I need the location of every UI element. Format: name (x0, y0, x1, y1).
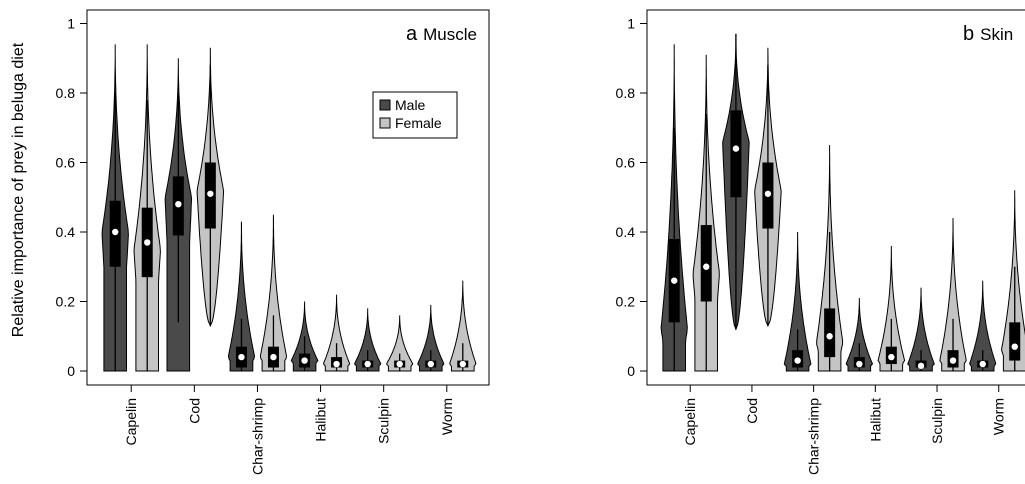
y-tick-label: 1 (67, 16, 75, 32)
median-marker (207, 190, 214, 197)
median-marker (112, 228, 119, 236)
violin-sculpin-male (354, 308, 382, 372)
plot-frame (86, 9, 490, 386)
y-tick-label: 0.6 (56, 155, 76, 171)
x-tick-label: Halibut (867, 398, 883, 442)
panel-title-text: Skin (980, 25, 1013, 44)
y-tick-label: 1 (627, 16, 635, 32)
violin-char-shrimp-female (259, 214, 287, 372)
legend-label-female: Female (395, 115, 442, 131)
panel-title-text: Muscle (423, 25, 477, 44)
y-tick-label: 0.8 (616, 85, 636, 101)
x-tick-label: Sculpin (376, 398, 392, 444)
x-tick-label: Capelin (682, 398, 698, 445)
chart-panel-b: 0 0.2 0.4 0.6 0.8 1 Capelin Cod Char-shrimp Halib… (616, 9, 1025, 475)
median-marker (144, 239, 151, 246)
median-marker (270, 353, 277, 361)
y-tick-label: 0 (67, 363, 75, 379)
median-marker (238, 353, 245, 361)
violin-sculpin-female (939, 218, 967, 372)
x-tick-label: Char-shrimp (249, 398, 265, 475)
median-marker (333, 360, 340, 368)
median-marker (856, 360, 863, 368)
legend: Male Female (372, 91, 458, 139)
violin-halibut-male (845, 298, 874, 372)
iqr-box (824, 308, 836, 358)
y-tick-label: 0.4 (616, 224, 636, 240)
median-marker (979, 360, 986, 368)
x-tick-label: Worm (991, 398, 1007, 435)
x-tick-label: Cod (186, 398, 202, 424)
x-tick-label: Worm (439, 398, 455, 435)
median-marker (794, 357, 801, 364)
y-tick-label: 0 (627, 363, 635, 379)
panel-letter: a (406, 23, 418, 45)
legend-swatch-female (379, 117, 391, 129)
iqr-box (1009, 322, 1021, 361)
violin-worm-male (417, 305, 445, 372)
median-marker (301, 357, 308, 364)
median-marker (949, 357, 957, 364)
median-marker (427, 360, 434, 368)
violin-worm-male (969, 280, 997, 372)
plot-frame (646, 9, 1025, 386)
violin-halibut-female (877, 245, 906, 372)
legend-label-male: Male (395, 97, 426, 113)
median-marker (917, 362, 925, 369)
violin-worm-female (449, 280, 477, 372)
iqr-box (700, 225, 712, 302)
violin-char-shrimp-male (227, 221, 256, 372)
legend-swatch-male (379, 99, 391, 111)
median-marker (175, 201, 182, 208)
x-tick-label: Cod (744, 398, 760, 424)
violin-halibut-female (323, 294, 351, 372)
x-tick-label: Capelin (123, 398, 139, 445)
median-marker (459, 360, 466, 368)
y-axis-title: Relative importance of prey in beluga di… (10, 42, 27, 337)
x-tick-label: Sculpin (929, 398, 945, 444)
median-marker (671, 277, 678, 284)
y-tick-label: 0.2 (56, 294, 76, 310)
y-tick-label: 0.6 (616, 155, 636, 171)
panel-title: b Skin (963, 23, 1013, 45)
y-tick-label: 0.2 (616, 294, 636, 310)
violin-sculpin-female (386, 315, 414, 372)
chart-panel-a: 0 0.2 0.4 0.6 0.8 1 Capelin Cod Char-shrimp Halib… (56, 9, 490, 475)
median-marker (1011, 343, 1018, 350)
x-tick-label: Char-shrimp (806, 398, 822, 475)
y-tick-label: 0.4 (56, 224, 76, 240)
median-marker (732, 145, 740, 152)
panel-title: a Muscle (406, 23, 477, 45)
panel-letter: b (963, 23, 974, 45)
median-marker (764, 190, 772, 197)
x-tick-label: Halibut (313, 398, 329, 442)
iqr-box (730, 110, 742, 198)
median-marker (826, 333, 833, 340)
median-marker (888, 353, 895, 361)
median-marker (364, 360, 371, 368)
violin-char-shrimp-male (783, 232, 812, 372)
median-marker (703, 263, 710, 270)
violin-sculpin-male (907, 287, 935, 372)
median-marker (396, 360, 403, 368)
y-tick-label: 0.8 (56, 85, 76, 101)
